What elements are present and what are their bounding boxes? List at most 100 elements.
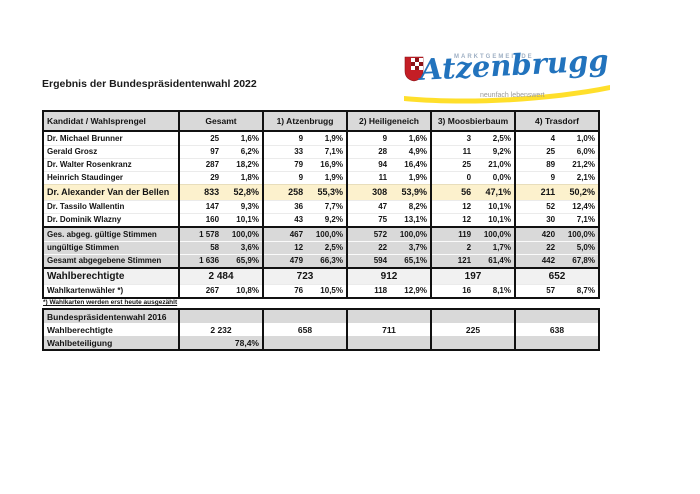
vote-count: 25 — [462, 160, 472, 169]
vote-percent: 1,8% — [240, 173, 259, 182]
vote-percent: 9,3% — [240, 202, 259, 211]
vote-count: 0 — [466, 173, 472, 182]
vote-count: 258 — [288, 187, 304, 197]
vote-percent: 12,4% — [572, 202, 595, 211]
data-cell: 16 8,1% — [430, 284, 514, 297]
data-cell: 0 0,0% — [430, 171, 514, 184]
vote-percent: 100,0% — [315, 230, 343, 239]
data-cell: 12 10,1% — [430, 213, 514, 226]
data-cell: 147 9,3% — [178, 200, 262, 213]
vote-count: 9 — [382, 134, 388, 143]
data-cell: 9 1,9% — [262, 171, 346, 184]
data-cell: 9 2,1% — [514, 171, 598, 184]
vote-percent: 55,3% — [317, 187, 343, 197]
vote-count: 11 — [462, 147, 472, 156]
data-cell: 25 6,0% — [514, 145, 598, 158]
data-cell: 94 16,4% — [346, 158, 430, 171]
data-cell: 79 16,9% — [262, 158, 346, 171]
data-cell: 89 21,2% — [514, 158, 598, 171]
column-header-gesamt: Gesamt — [178, 112, 262, 130]
vote-percent: 67,8% — [572, 256, 595, 265]
vote-percent: 21,0% — [488, 160, 511, 169]
data-cell: 4 1,0% — [514, 132, 598, 145]
row-label: Wahlberechtigte — [47, 271, 125, 282]
row-label: ungültige Stimmen — [47, 243, 119, 252]
vote-count: 89 — [546, 160, 556, 169]
data-cell — [346, 336, 430, 349]
data-cell: 22 3,7% — [346, 241, 430, 254]
vote-count: 147 — [205, 202, 220, 211]
vote-percent: 1,9% — [408, 173, 427, 182]
vote-count: 36 — [294, 202, 304, 211]
row-label: Wahlberechtigte — [47, 324, 113, 335]
table-row: Bundespräsidentenwahl 2016 — [44, 310, 598, 323]
data-cell: 211 50,2% — [514, 184, 598, 200]
column-header-label: 3) Moosbierbaum — [437, 116, 509, 126]
vote-percent: 8,7% — [576, 286, 595, 295]
data-cell — [262, 336, 346, 349]
vote-count: 572 — [373, 230, 388, 239]
data-cell: 2 1,7% — [430, 241, 514, 254]
row-label: Dr. Walter Rosenkranz — [47, 160, 132, 169]
vote-percent: 53,9% — [401, 187, 427, 197]
table-row: Wahlkartenwähler *) 267 10,8% 76 10,5% 118 12,… — [44, 284, 598, 297]
vote-count: 652 — [548, 271, 566, 282]
vote-count: 25 — [546, 147, 556, 156]
vote-count: 28 — [378, 147, 388, 156]
vote-count: 22 — [378, 243, 388, 252]
vote-percent: 3,6% — [240, 243, 259, 252]
data-cell: 594 65,1% — [346, 254, 430, 267]
data-cell: 11 9,2% — [430, 145, 514, 158]
vote-percent: 3,7% — [408, 243, 427, 252]
data-cell: 11 1,9% — [346, 171, 430, 184]
data-cell: 308 53,9% — [346, 184, 430, 200]
vote-percent: 16,4% — [404, 160, 427, 169]
vote-count: 47 — [378, 202, 388, 211]
vote-percent: 10,8% — [236, 286, 259, 295]
vote-percent: 21,2% — [572, 160, 595, 169]
data-cell: 9 1,6% — [346, 132, 430, 145]
data-cell: 25 1,6% — [178, 132, 262, 145]
vote-count: 52 — [546, 202, 556, 211]
vote-percent: 6,2% — [240, 147, 259, 156]
table-row: Wahlberechtigte 2 232 658 711 225 638 — [44, 323, 598, 336]
data-cell: 9 1,9% — [262, 132, 346, 145]
vote-count: 833 — [204, 187, 220, 197]
vote-percent: 100,0% — [231, 230, 259, 239]
vote-percent: 12,9% — [404, 286, 427, 295]
data-cell: 30 7,1% — [514, 213, 598, 226]
data-cell: 912 — [346, 269, 430, 284]
data-cell: 479 66,3% — [262, 254, 346, 267]
vote-count: 9 — [550, 173, 556, 182]
data-cell: 638 — [514, 323, 598, 336]
vote-count: 287 — [205, 160, 220, 169]
data-cell: 57 8,7% — [514, 284, 598, 297]
logo-wordmark: Atzenbrugg — [419, 43, 610, 87]
row-label: Ges. abgeg. gültige Stimmen — [47, 230, 157, 239]
row-label: Dr. Alexander Van der Bellen — [47, 187, 170, 197]
vote-count: 33 — [294, 147, 304, 156]
vote-percent: 1,9% — [324, 173, 343, 182]
vote-count: 912 — [380, 271, 398, 282]
data-cell — [346, 310, 430, 323]
percent-value: 78,4% — [234, 337, 259, 348]
vote-percent: 50,2% — [569, 187, 595, 197]
data-cell: 43 9,2% — [262, 213, 346, 226]
vote-percent: 10,5% — [320, 286, 343, 295]
vote-percent: 100,0% — [483, 230, 511, 239]
logo-tagline-top: MARKTGEMEINDE — [454, 54, 534, 60]
vote-count: 75 — [378, 215, 388, 224]
row-label: Wahlbeteiligung — [47, 337, 113, 348]
row-label: Dr. Dominik Wlazny — [47, 215, 122, 224]
vote-count: 267 — [205, 286, 220, 295]
data-cell: 118 12,9% — [346, 284, 430, 297]
vote-count: 442 — [541, 256, 556, 265]
data-cell — [514, 336, 598, 349]
data-cell: 267 10,8% — [178, 284, 262, 297]
data-cell: 652 — [514, 269, 598, 284]
vote-count: 30 — [546, 215, 556, 224]
vote-count: 3 — [466, 134, 472, 143]
vote-percent: 13,1% — [404, 215, 427, 224]
column-header-label: 4) Trasdorf — [535, 116, 579, 126]
data-cell: 258 55,3% — [262, 184, 346, 200]
